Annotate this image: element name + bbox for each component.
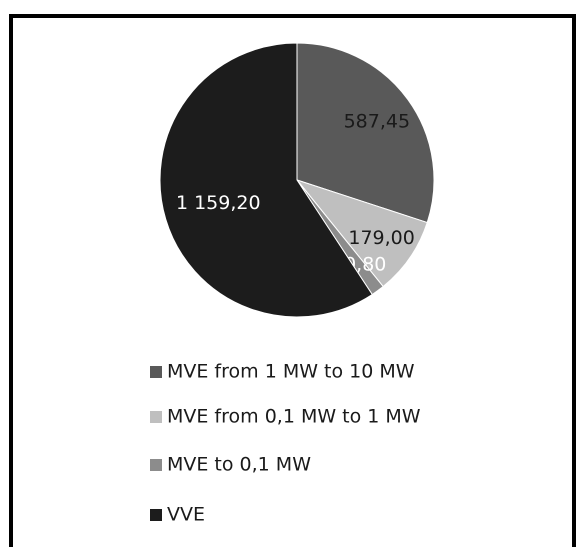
legend-label: MVE to 0,1 MW: [167, 454, 311, 476]
legend-swatch: [150, 411, 162, 423]
legend-label: MVE from 0,1 MW to 1 MW: [167, 406, 421, 428]
legend-swatch: [150, 366, 162, 378]
legend-label: VVE: [167, 504, 205, 526]
legend-swatch: [150, 509, 162, 521]
pie-slice: [159, 42, 373, 318]
pie-slice: [295, 178, 428, 288]
pie-slice: [296, 42, 435, 224]
legend-swatch: [150, 459, 162, 471]
legend-label: MVE from 1 MW to 10 MW: [167, 361, 415, 383]
data-label: 587,45: [344, 111, 410, 133]
data-label: 179,00: [348, 227, 414, 249]
data-label: 1 159,20: [176, 192, 261, 214]
